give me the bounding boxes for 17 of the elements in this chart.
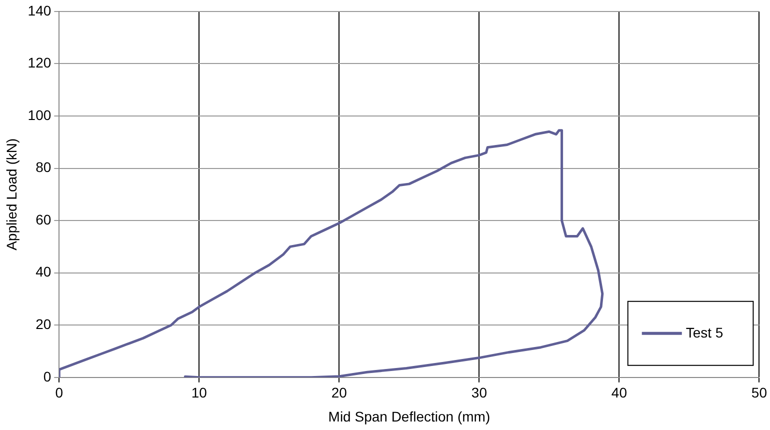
x-tick-label: 50 bbox=[751, 384, 768, 401]
x-tick-label: 20 bbox=[331, 384, 348, 401]
x-tick-label: 40 bbox=[611, 384, 628, 401]
x-tick-label: 30 bbox=[471, 384, 488, 401]
y-tick-label: 140 bbox=[28, 2, 52, 18]
y-tick-label: 100 bbox=[28, 106, 52, 123]
x-axis-title: Mid Span Deflection (mm) bbox=[328, 408, 490, 424]
y-axis-title: Applied Load (kN) bbox=[3, 138, 20, 250]
x-tick-label: 10 bbox=[191, 384, 208, 401]
y-tick-label: 80 bbox=[36, 159, 52, 176]
y-tick-label: 40 bbox=[36, 264, 52, 280]
y-tick-label: 120 bbox=[28, 54, 52, 71]
x-tick-label: 0 bbox=[55, 384, 64, 401]
y-tick-label: 0 bbox=[43, 368, 52, 384]
y-tick-label: 60 bbox=[36, 211, 52, 228]
legend-label: Test 5 bbox=[686, 324, 724, 340]
y-tick-label: 20 bbox=[36, 316, 52, 332]
